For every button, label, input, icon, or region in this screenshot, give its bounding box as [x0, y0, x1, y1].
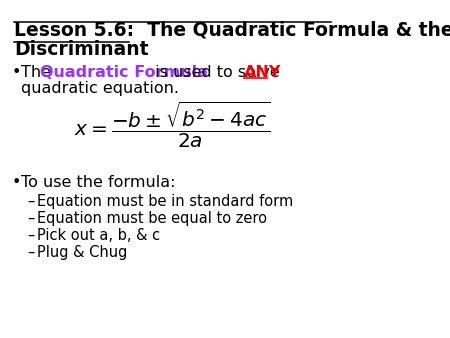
- Text: •: •: [12, 175, 21, 190]
- Text: Equation must be in standard form: Equation must be in standard form: [37, 194, 293, 209]
- Text: –: –: [27, 194, 35, 209]
- Text: The: The: [22, 65, 57, 80]
- Text: quadratic equation.: quadratic equation.: [22, 81, 180, 96]
- Text: is used to solve: is used to solve: [150, 65, 285, 80]
- Text: •: •: [12, 65, 21, 80]
- Text: –: –: [27, 245, 35, 260]
- Text: Quadratic Formula: Quadratic Formula: [40, 65, 208, 80]
- Text: Discriminant: Discriminant: [14, 40, 148, 59]
- Text: Plug & Chug: Plug & Chug: [37, 245, 127, 260]
- Text: ANY: ANY: [244, 65, 281, 80]
- Text: Lesson 5.6:  The Quadratic Formula & the: Lesson 5.6: The Quadratic Formula & the: [14, 20, 450, 39]
- Text: Equation must be equal to zero: Equation must be equal to zero: [37, 211, 267, 226]
- Text: –: –: [27, 211, 35, 226]
- Text: $x = \dfrac{-b \pm \sqrt{b^2 - 4ac}}{2a}$: $x = \dfrac{-b \pm \sqrt{b^2 - 4ac}}{2a}…: [74, 100, 271, 150]
- Text: –: –: [27, 228, 35, 243]
- Text: To use the formula:: To use the formula:: [22, 175, 176, 190]
- Text: Pick out a, b, & c: Pick out a, b, & c: [37, 228, 160, 243]
